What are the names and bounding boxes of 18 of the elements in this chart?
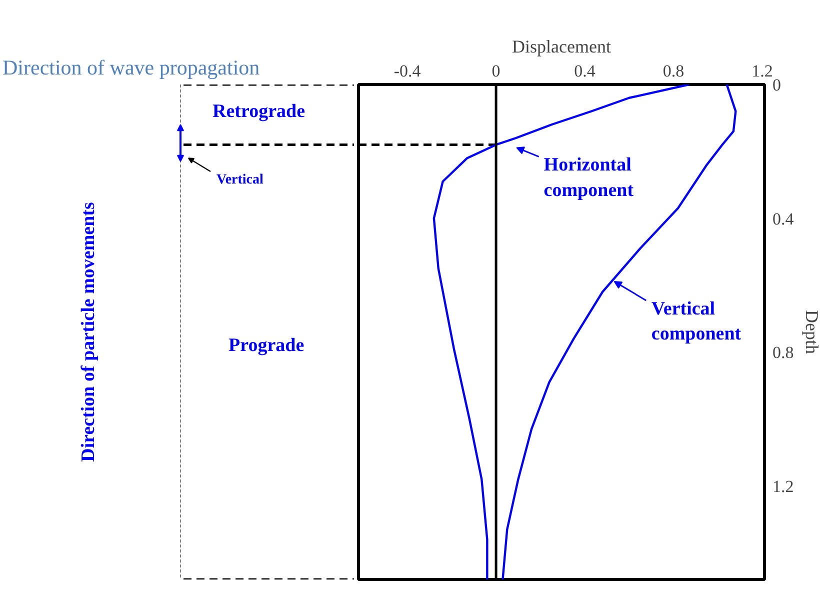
x-tick-label: 1.2	[752, 62, 773, 80]
y-tick-label: 0	[772, 76, 781, 94]
annotation: Vertical component	[651, 298, 742, 345]
text: Retrograde	[212, 100, 306, 122]
text: Direction of particle movements	[78, 202, 99, 462]
x-axis-title: Displacement	[512, 36, 611, 56]
x-tick-label: 0	[492, 62, 500, 80]
text: Prograde	[228, 334, 304, 356]
y-axis-title: Depth	[802, 310, 822, 354]
text: Vertical	[216, 172, 264, 188]
y-tick-label: 1.2	[772, 476, 794, 496]
x-tick-label: -0.4	[394, 62, 422, 80]
text: Direction of wave propagation	[2, 56, 260, 80]
x-tick-label: 0.4	[574, 62, 596, 80]
x-tick-label: 0.8	[662, 62, 684, 80]
annotation: Horizontal component	[544, 154, 634, 201]
y-tick-label: 0.4	[772, 209, 794, 228]
y-tick-label: 0.8	[772, 343, 794, 362]
